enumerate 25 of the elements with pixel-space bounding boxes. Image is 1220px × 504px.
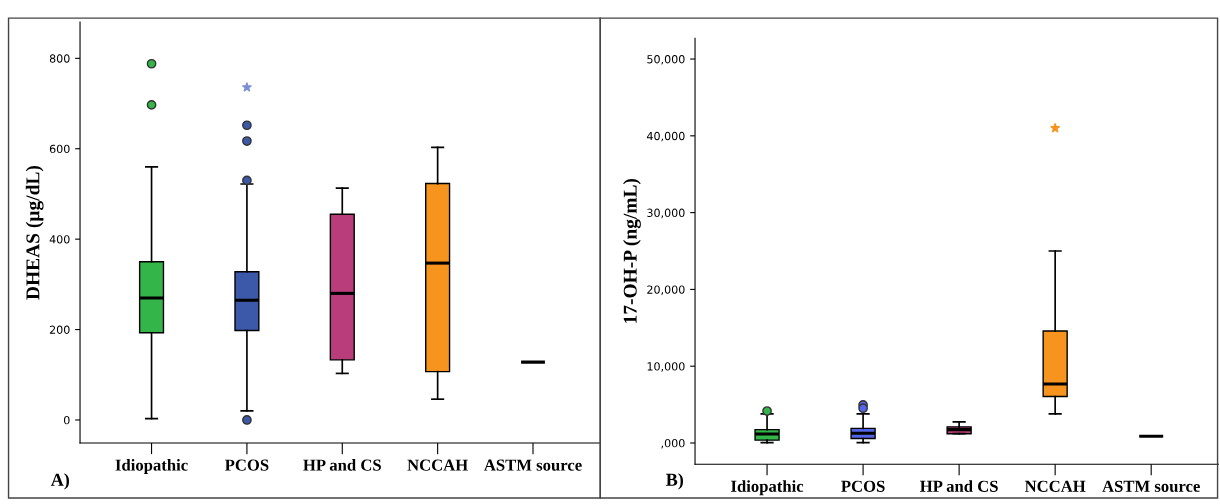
- y-tick-label: 10,000: [647, 362, 685, 372]
- x-tick-label: Idiopathic: [115, 458, 188, 475]
- x-tick-label: HP and CS: [303, 458, 381, 471]
- y-tick-label: 40,000: [646, 131, 685, 142]
- x-tick-label: ASTM source: [484, 459, 582, 471]
- x-tick-label: PCOS: [841, 480, 885, 492]
- x-tick-label: PCOS: [224, 459, 269, 471]
- y-axis-title: DHEAS (µg/dL): [25, 165, 44, 300]
- y-tick-label: 600: [49, 144, 70, 154]
- x-tick-label: HP and CS: [920, 480, 998, 492]
- x-tick-label: ASTM source: [1102, 480, 1200, 492]
- y-tick-label: 30,000: [647, 208, 685, 219]
- y-tick-label: 0: [63, 415, 70, 425]
- y-tick-label: 50,000: [647, 55, 685, 65]
- y-tick-label: 800: [49, 54, 70, 63]
- text: A): [50, 473, 70, 490]
- x-tick-label: NCCAH: [407, 459, 468, 471]
- y-tick-label: 200: [49, 325, 70, 334]
- y-tick-label: 400: [49, 235, 70, 244]
- y-tick-label: ,000: [661, 438, 685, 449]
- x-tick-label: NCCAH: [1024, 480, 1086, 492]
- y-tick-label: 20,000: [647, 285, 685, 295]
- y-axis-title: 17-OH-P (ng/mL): [623, 178, 641, 323]
- x-tick-label: Idiopathic: [731, 480, 804, 496]
- text: B): [666, 473, 684, 490]
